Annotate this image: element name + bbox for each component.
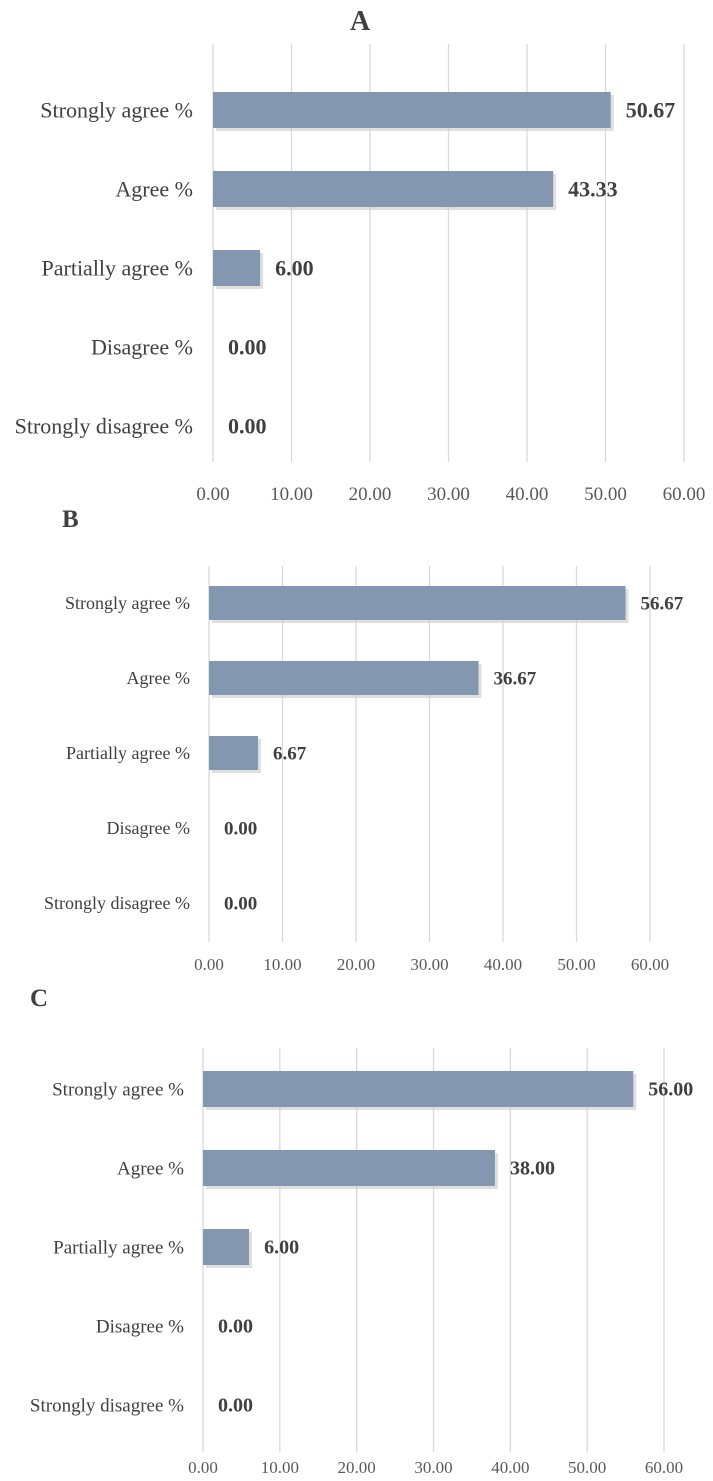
value-label: 0.00 [218, 1395, 253, 1417]
x-tick-label: 60.00 [645, 1458, 683, 1477]
x-tick-label: 30.00 [427, 484, 470, 505]
bar [209, 586, 626, 620]
value-label: 6.00 [275, 255, 314, 280]
bar [213, 250, 261, 286]
x-tick-label: 20.00 [349, 484, 392, 505]
chart-panel-a: A 0.00 10.00 20.00 30.00 40.00 50.00 60.00 Stro… [0, 0, 713, 510]
x-tick-label: 60.00 [631, 955, 669, 974]
x-tick-label: 10.00 [270, 484, 313, 505]
x-tick-label: 0.00 [188, 1458, 218, 1477]
bar [213, 92, 611, 128]
x-tick-label: 0.00 [194, 955, 224, 974]
x-tick-label: 20.00 [337, 955, 375, 974]
value-label: 50.67 [626, 97, 676, 122]
category-label: Strongly disagree % [30, 1395, 184, 1416]
bar [209, 661, 479, 695]
x-tick-label: 50.00 [557, 955, 595, 974]
category-label: Agree % [117, 1158, 184, 1179]
x-tick-label: 0.00 [196, 484, 229, 505]
chart-b: 0.00 10.00 20.00 30.00 40.00 50.00 60.00 Strong… [44, 566, 684, 974]
x-tick-label: 10.00 [261, 1458, 299, 1477]
x-tick-label: 40.00 [484, 955, 522, 974]
value-label: 0.00 [228, 413, 267, 438]
x-tick-label: 30.00 [410, 955, 448, 974]
value-label: 38.00 [510, 1158, 555, 1180]
x-tick-label: 10.00 [263, 955, 301, 974]
x-tick-label: 30.00 [414, 1458, 452, 1477]
category-label: Strongly agree % [65, 593, 190, 613]
category-label: Agree % [127, 668, 190, 688]
value-label: 6.67 [273, 743, 307, 764]
category-label: Partially agree % [53, 1237, 184, 1258]
chart-c: 0.00 10.00 20.00 30.00 40.00 50.00 60.00 Strong… [30, 1048, 693, 1477]
category-label: Strongly disagree % [44, 893, 190, 913]
chart-a: 0.00 10.00 20.00 30.00 40.00 50.00 60.00 Strong… [15, 44, 706, 505]
category-label: Partially agree % [42, 255, 194, 280]
x-tick-label: 50.00 [568, 1458, 606, 1477]
category-label: Disagree % [96, 1316, 184, 1337]
x-tick-label: 50.00 [584, 484, 627, 505]
panel-title-a: A [350, 6, 371, 37]
bar [209, 736, 259, 770]
bar [203, 1229, 250, 1265]
value-label: 36.67 [494, 668, 537, 689]
panel-title-c: C [30, 985, 49, 1012]
bar [203, 1150, 495, 1186]
value-label: 0.00 [224, 818, 257, 839]
chart-panel-c: C 0.00 10.00 20.00 30.00 40.00 50.00 60.00 Stro… [0, 985, 713, 1481]
panel-title-b: B [62, 506, 79, 533]
bar [213, 171, 554, 207]
value-label: 56.67 [641, 593, 684, 614]
category-label: Strongly disagree % [15, 413, 193, 438]
chart-panel-b: B 0.00 10.00 20.00 30.00 40.00 50.00 60.00 Stro… [0, 500, 713, 980]
value-label: 43.33 [568, 176, 618, 201]
value-label: 56.00 [648, 1079, 693, 1101]
value-label: 6.00 [264, 1237, 299, 1259]
value-label: 0.00 [218, 1316, 253, 1338]
category-label: Disagree % [91, 334, 193, 359]
x-tick-label: 60.00 [663, 484, 706, 505]
value-label: 0.00 [224, 893, 257, 914]
category-label: Strongly agree % [40, 97, 193, 122]
category-label: Agree % [115, 176, 193, 201]
category-label: Disagree % [107, 818, 190, 838]
x-tick-label: 20.00 [338, 1458, 376, 1477]
category-label: Strongly agree % [52, 1079, 184, 1100]
category-label: Partially agree % [66, 743, 190, 763]
value-label: 0.00 [228, 334, 267, 359]
x-tick-label: 40.00 [491, 1458, 529, 1477]
bar [203, 1071, 634, 1107]
x-tick-label: 40.00 [506, 484, 549, 505]
